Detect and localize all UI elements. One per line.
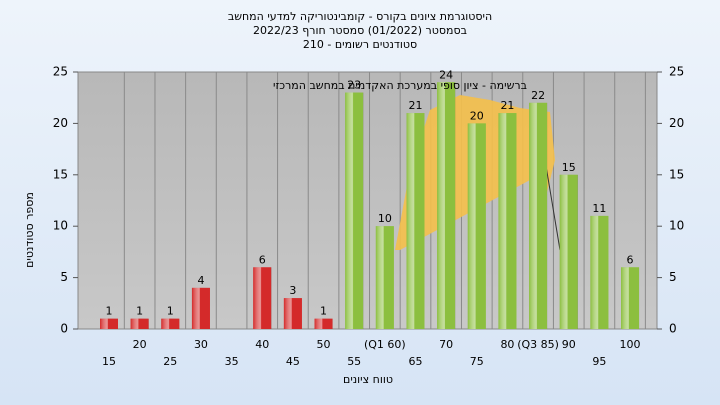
y-tick-label: 25 [53,65,68,79]
x-tick-label: (Q1 60) [364,338,406,351]
y2-tick-label: 25 [669,65,684,79]
bar [161,318,180,329]
x-tick-label: (Q3 85) [517,338,559,351]
x-tick-label: 55 [347,355,361,368]
x-tick-label: 45 [286,355,300,368]
chart-title: היסטוגרמת ציונים בקורס - קומבינטוריקה למ… [228,10,492,23]
value-label: 22 [531,89,545,102]
annotation: ברשימה - ציון סופי במערכת האקדמית במחשב … [273,79,527,92]
y-tick-label: 0 [60,322,68,336]
bar [498,113,517,330]
x-tick-label: 20 [133,338,147,351]
bar [191,287,210,329]
x-tick-label: 90 [562,338,576,351]
value-label: 20 [470,109,484,122]
chart-subtitle: סטודנטים רשומים - 210 [303,38,417,51]
x-tick-label: 40 [255,338,269,351]
value-label: 6 [627,253,634,266]
bar [100,318,118,329]
x-axis-label: טווח ציונים [343,373,393,386]
value-label: 15 [562,161,576,174]
curve-line [544,159,561,251]
y-axis-label: מספר סטודנטים [23,192,36,268]
y-tick-label: 15 [53,167,68,181]
x-tick-label: 95 [592,355,606,368]
value-label: 1 [106,305,113,318]
bar [314,318,333,329]
bar [130,318,149,329]
bar [467,123,486,330]
bar [529,102,548,329]
x-tick-label: 15 [102,355,116,368]
bar [283,298,302,329]
x-tick-label: 80 [500,338,514,351]
value-label: 11 [592,202,606,215]
value-label: 21 [500,99,514,112]
x-tick-label: 25 [163,355,177,368]
value-label: 3 [289,284,296,297]
bar [345,92,364,329]
y2-tick-label: 10 [669,219,684,233]
x-tick-label: 75 [470,355,484,368]
bar [559,174,578,329]
y2-tick-label: 15 [669,167,684,181]
value-label: 4 [197,274,204,287]
bar [406,113,425,330]
value-label: 1 [167,305,174,318]
bar [590,215,609,329]
value-label: 23 [347,79,361,92]
y2-tick-label: 5 [669,270,677,284]
value-label: 21 [409,99,423,112]
bar [621,267,640,329]
x-tick-label: 70 [439,338,453,351]
bar [375,226,394,329]
x-tick-label: 100 [620,338,641,351]
value-label: 24 [439,68,453,81]
y-tick-label: 20 [53,116,68,130]
value-label: 1 [320,305,327,318]
value-label: 1 [136,305,143,318]
chart-subtitle: בסמסטר (01/2022) סמסטר חורף 2022/23 [253,24,467,37]
y-tick-label: 5 [60,270,68,284]
y2-tick-label: 20 [669,116,684,130]
x-tick-label: 50 [317,338,331,351]
y-tick-label: 10 [53,219,68,233]
x-tick-label: 30 [194,338,208,351]
value-label: 6 [259,253,266,266]
y2-tick-label: 0 [669,322,677,336]
value-label: 10 [378,212,392,225]
bar [253,267,272,329]
x-tick-label: 35 [225,355,239,368]
x-tick-label: 65 [409,355,423,368]
bar [437,82,456,329]
